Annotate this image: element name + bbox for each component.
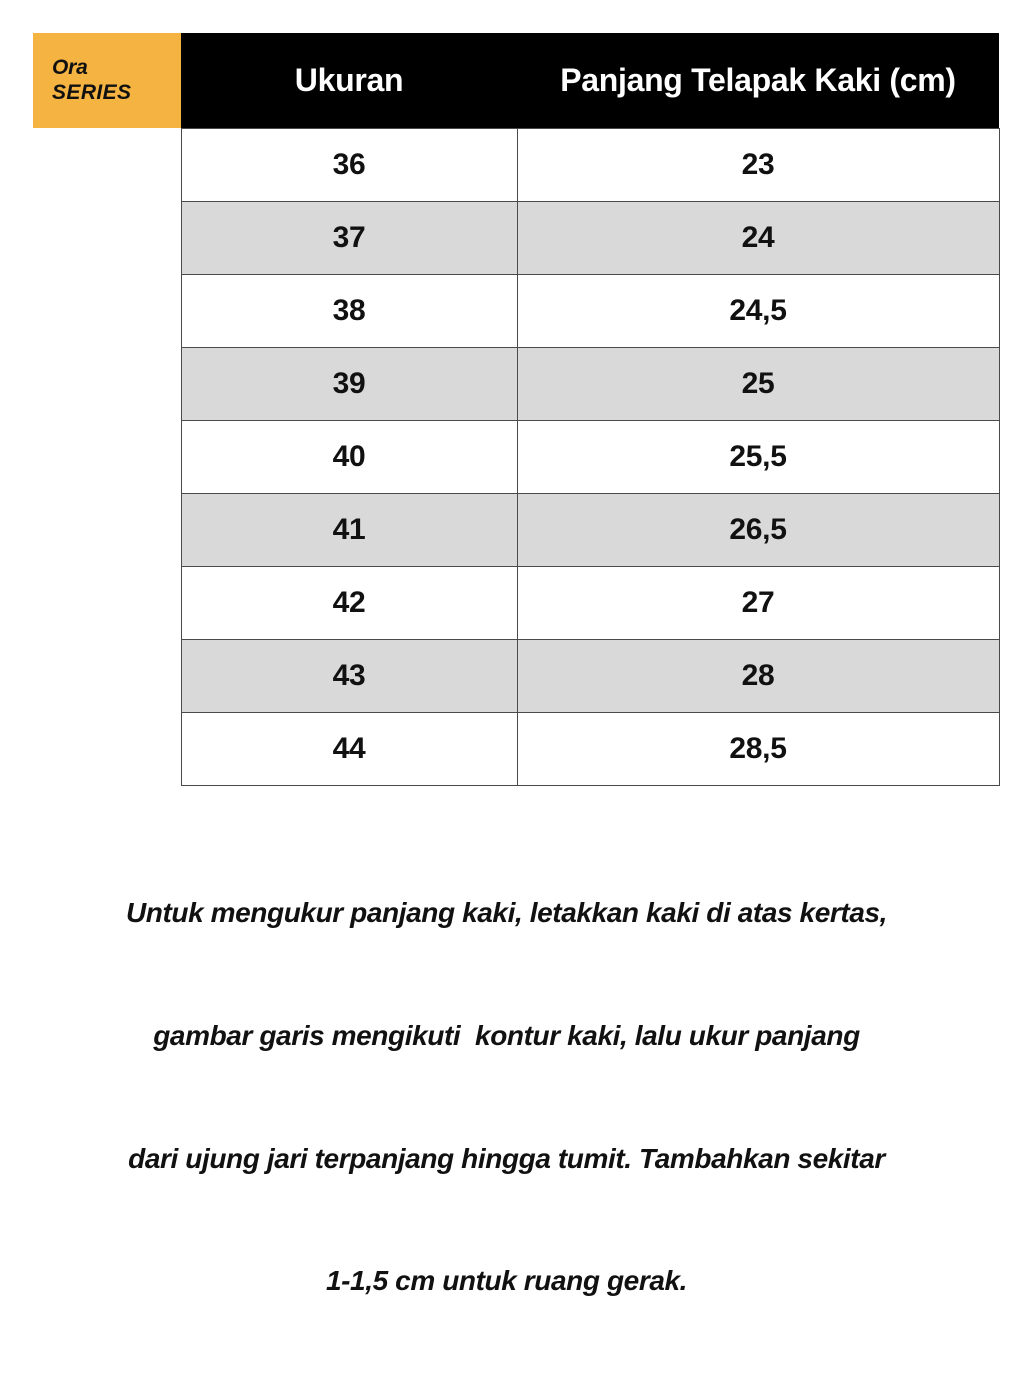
brand-name-line2: SERIES [52,80,132,104]
row-spacer-cell [33,639,182,712]
cell-length: 28,5 [516,711,1000,786]
row-spacer-cell [33,566,182,639]
table-row: 37 24 [33,200,1000,275]
brand-name-line1: Ora [52,55,88,79]
column-header-ukuran: Ukuran [181,33,517,128]
cell-size: 42 [180,565,518,640]
table-row: 38 24,5 [33,273,1000,348]
table-header-row: Ora SERIES Ukuran Panjang Telapak Kaki (… [33,33,999,128]
instruction-line-3: dari ujung jari terpanjang hingga tumit.… [128,1142,885,1174]
cell-size: 44 [180,711,518,786]
instruction-line-4: 1-1,5 cm untuk ruang gerak. [325,1265,688,1297]
table-row: 40 25,5 [33,419,1000,494]
row-spacer-cell [33,712,182,785]
table-row: 41 26,5 [33,492,1000,567]
table-header: Ora SERIES Ukuran Panjang Telapak Kaki (… [33,33,999,128]
cell-length: 28 [516,638,1000,713]
cell-size: 36 [180,127,518,202]
cell-length: 24 [516,200,1000,275]
cell-size: 41 [180,492,518,567]
table-row: 42 27 [33,565,1000,640]
size-chart-table: Ora SERIES Ukuran Panjang Telapak Kaki (… [33,33,1000,786]
row-spacer-cell [33,274,182,347]
brand-logo-cell: Ora SERIES [33,33,181,128]
measurement-instructions: Untuk mengukur panjang kaki, letakkan ka… [61,812,952,1384]
row-spacer-cell [33,347,182,420]
instruction-line-1: Untuk mengukur panjang kaki, letakkan ka… [125,897,888,929]
row-spacer-cell [33,201,182,274]
instruction-line-2: gambar garis mengikuti kontur kaki, lalu… [153,1019,860,1051]
cell-length: 24,5 [516,273,1000,348]
table-row: 39 25 [33,346,1000,421]
cell-size: 39 [180,346,518,421]
cell-size: 40 [180,419,518,494]
cell-length: 25,5 [516,419,1000,494]
table-row: 43 28 [33,638,1000,713]
cell-size: 37 [180,200,518,275]
column-header-panjang-telapak-kaki: Panjang Telapak Kaki (cm) [517,33,999,128]
row-spacer-cell [33,128,182,201]
row-spacer-cell [33,493,182,566]
cell-length: 25 [516,346,1000,421]
cell-size: 43 [180,638,518,713]
cell-length: 27 [516,565,1000,640]
size-chart-page: Ora SERIES Ukuran Panjang Telapak Kaki (… [33,33,1000,1297]
cell-length: 23 [516,127,1000,202]
row-spacer-cell [33,420,182,493]
table-row: 36 23 [33,127,1000,202]
table-row: 44 28,5 [33,711,1000,786]
table-body: 36 23 37 24 38 24,5 39 25 40 25, [33,127,1000,786]
cell-length: 26,5 [516,492,1000,567]
cell-size: 38 [180,273,518,348]
